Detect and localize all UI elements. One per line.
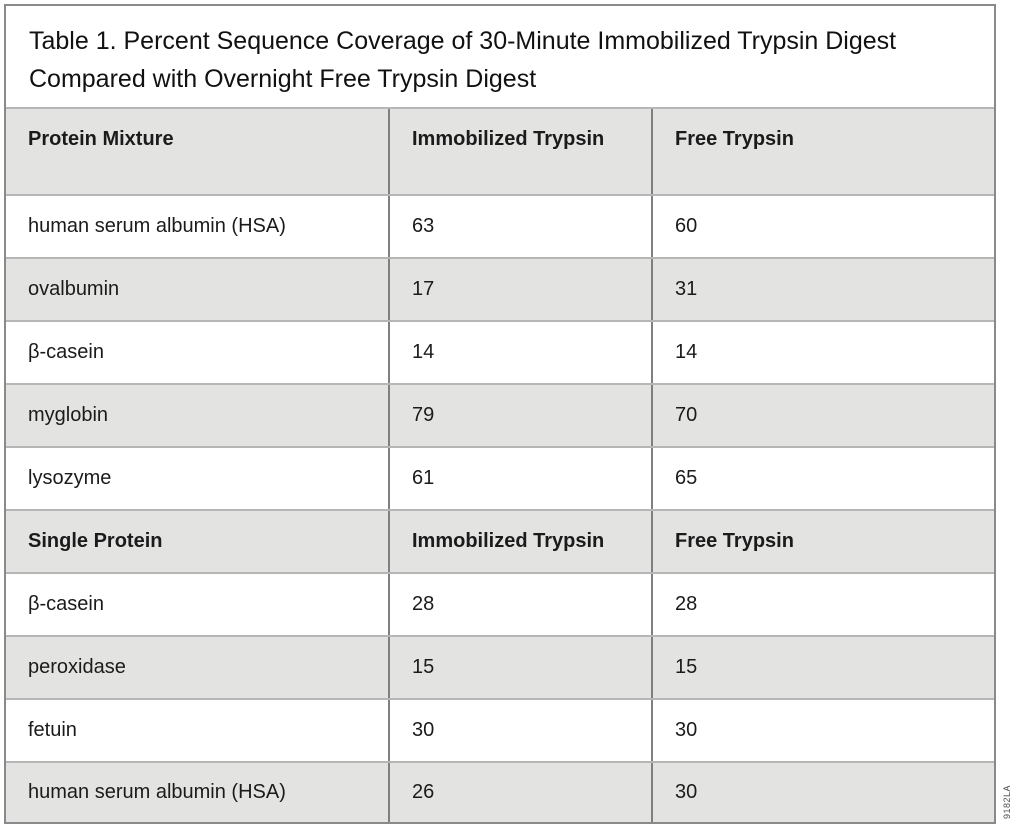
cell-immobilized-value: 28 — [388, 574, 651, 636]
cell-immobilized-value: 63 — [388, 196, 651, 258]
cell-free-value: 15 — [651, 637, 994, 699]
cell-protein: lysozyme — [28, 467, 112, 490]
cell-protein: β-casein — [28, 341, 104, 364]
cell-free-value: 30 — [651, 763, 994, 822]
cell-protein: peroxidase — [28, 656, 126, 679]
cell-free-value: 30 — [651, 700, 994, 762]
cell-protein: human serum albumin (HSA) — [28, 781, 286, 804]
section1-header-row: Protein Mixture Immobilized Trypsin Free… — [6, 107, 994, 195]
table-row: peroxidase 15 15 — [6, 635, 994, 699]
cell-free-value: 14 — [651, 322, 994, 384]
cell-immobilized-value: 30 — [388, 700, 651, 762]
table-row: myglobin 79 70 — [6, 383, 994, 447]
header-cell-protein-mixture: Protein Mixture — [28, 128, 174, 151]
header-cell-free-trypsin: Free Trypsin — [651, 511, 994, 573]
cell-free-value: 70 — [651, 385, 994, 447]
table-row: β-casein 28 28 — [6, 572, 994, 636]
section2-header-row: Single Protein Immobilized Trypsin Free … — [6, 509, 994, 573]
cell-free-value: 31 — [651, 259, 994, 321]
figure-code: 9182LA — [1002, 784, 1012, 820]
cell-free-value: 60 — [651, 196, 994, 258]
cell-free-value: 65 — [651, 448, 994, 510]
table-caption: Table 1. Percent Sequence Coverage of 30… — [29, 27, 897, 93]
cell-free-value: 28 — [651, 574, 994, 636]
cell-immobilized-value: 26 — [388, 763, 651, 822]
header-cell-immobilized-trypsin: Immobilized Trypsin — [388, 511, 651, 573]
cell-immobilized-value: 61 — [388, 448, 651, 510]
table-frame: Table 1. Percent Sequence Coverage of 30… — [4, 4, 996, 824]
cell-protein: human serum albumin (HSA) — [28, 215, 286, 238]
cell-immobilized-value: 14 — [388, 322, 651, 384]
cell-protein: fetuin — [28, 719, 77, 742]
table-row: fetuin 30 30 — [6, 698, 994, 762]
header-cell-immobilized-trypsin: Immobilized Trypsin — [388, 109, 651, 195]
cell-protein: ovalbumin — [28, 278, 120, 301]
header-cell-free-trypsin: Free Trypsin — [651, 109, 994, 195]
table-row: human serum albumin (HSA) 26 30 — [6, 761, 994, 822]
cell-immobilized-value: 17 — [388, 259, 651, 321]
table-row: ovalbumin 17 31 — [6, 257, 994, 321]
cell-protein: β-casein — [28, 593, 104, 616]
table-row: human serum albumin (HSA) 63 60 — [6, 194, 994, 258]
cell-immobilized-value: 15 — [388, 637, 651, 699]
table-row: lysozyme 61 65 — [6, 446, 994, 510]
header-cell-single-protein: Single Protein — [28, 530, 163, 553]
table-row: β-casein 14 14 — [6, 320, 994, 384]
cell-protein: myglobin — [28, 404, 109, 427]
cell-immobilized-value: 79 — [388, 385, 651, 447]
figure-code-container: 9182LA — [997, 776, 1017, 828]
